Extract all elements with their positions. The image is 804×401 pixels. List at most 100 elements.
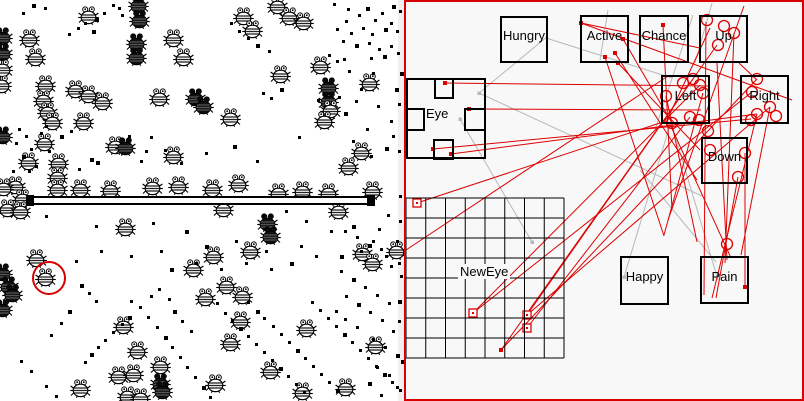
creature-sprite[interactable]: [150, 356, 171, 375]
creature-sprite[interactable]: [193, 96, 214, 115]
creature-sprite[interactable]: [78, 6, 99, 25]
neuron-circle[interactable]: [693, 78, 707, 92]
neuron-circle[interactable]: [727, 26, 741, 40]
node-box-hungry[interactable]: Hungry: [500, 16, 548, 63]
eye-sensor-cell[interactable]: [433, 139, 454, 160]
creature-sprite[interactable]: [152, 381, 173, 400]
neuron-circle[interactable]: [703, 143, 717, 157]
creature-sprite[interactable]: [173, 48, 194, 67]
creature-sprite[interactable]: [115, 137, 136, 156]
creature-sprite[interactable]: [126, 47, 147, 66]
neuron-circle[interactable]: [659, 89, 673, 103]
creature-sprite[interactable]: [310, 56, 331, 75]
node-box-chance[interactable]: Chance: [639, 15, 689, 63]
creature-sprite[interactable]: [42, 112, 63, 131]
creature-sprite[interactable]: [359, 73, 380, 92]
neuron-circle[interactable]: [717, 19, 731, 33]
creature-sprite[interactable]: [73, 112, 94, 131]
creature-sprite[interactable]: [123, 364, 144, 383]
node-box-happy[interactable]: Happy: [620, 256, 669, 305]
creature-sprite[interactable]: [0, 299, 13, 318]
creature-sprite[interactable]: [70, 379, 91, 398]
creature-sprite[interactable]: [220, 108, 241, 127]
creature-sprite[interactable]: [100, 180, 121, 199]
creature-sprite[interactable]: [47, 179, 68, 198]
neuron-circle[interactable]: [686, 72, 700, 86]
creature-sprite[interactable]: [220, 333, 241, 352]
creature-sprite[interactable]: [183, 259, 204, 278]
creature-sprite[interactable]: [365, 336, 386, 355]
creature-sprite[interactable]: [279, 7, 300, 26]
node-box-right[interactable]: Right: [740, 75, 789, 124]
creature-sprite[interactable]: [19, 29, 40, 48]
creature-sprite[interactable]: [267, 0, 288, 15]
creature-sprite[interactable]: [92, 92, 113, 111]
creature-sprite[interactable]: [163, 29, 184, 48]
creature-sprite[interactable]: [129, 10, 150, 29]
neuron-circle[interactable]: [700, 13, 714, 27]
creature-sprite[interactable]: [205, 374, 226, 393]
node-box-down[interactable]: Down: [701, 137, 748, 184]
neuron-circle[interactable]: [701, 124, 715, 138]
creature-sprite[interactable]: [338, 157, 359, 176]
node-box-up[interactable]: Up: [699, 15, 748, 63]
creature-sprite[interactable]: [47, 167, 68, 186]
creature-sprite[interactable]: [149, 88, 170, 107]
creature-sprite[interactable]: [33, 90, 54, 109]
creature-sprite[interactable]: [127, 341, 148, 360]
creature-sprite[interactable]: [216, 276, 237, 295]
creature-sprite[interactable]: [78, 85, 99, 104]
creature-sprite[interactable]: [335, 378, 356, 397]
creature-sprite[interactable]: [0, 126, 13, 145]
eye-sensor-cell[interactable]: [464, 108, 486, 131]
creature-sprite[interactable]: [386, 241, 404, 260]
neuron-circle[interactable]: [744, 113, 758, 127]
neuron-circle[interactable]: [692, 113, 706, 127]
eye-sensor-cell[interactable]: [434, 78, 454, 99]
creature-sprite[interactable]: [260, 226, 281, 245]
creature-sprite[interactable]: [0, 27, 13, 46]
creature-sprite[interactable]: [142, 177, 163, 196]
creature-sprite[interactable]: [168, 176, 189, 195]
neuron-circle[interactable]: [720, 237, 734, 251]
creature-sprite[interactable]: [293, 12, 314, 31]
neuron-circle[interactable]: [769, 109, 783, 123]
creature-sprite[interactable]: [10, 201, 31, 220]
creature-sprite[interactable]: [270, 65, 291, 84]
selection-ring: [32, 261, 66, 295]
neuron-circle[interactable]: [745, 85, 759, 99]
creature-sprite[interactable]: [115, 218, 136, 237]
neuron-circle[interactable]: [763, 100, 777, 114]
creature-sprite[interactable]: [362, 253, 383, 272]
node-box-pain[interactable]: Pain: [700, 256, 749, 304]
creature-sprite[interactable]: [128, 0, 149, 14]
creature-sprite[interactable]: [0, 178, 14, 197]
neuron-circle[interactable]: [711, 38, 725, 52]
node-box-active[interactable]: Active: [580, 15, 629, 63]
creature-sprite[interactable]: [0, 75, 12, 94]
creature-sprite[interactable]: [232, 286, 253, 305]
creature-sprite[interactable]: [351, 142, 372, 161]
creature-sprite[interactable]: [25, 48, 46, 67]
creature-sprite[interactable]: [195, 288, 216, 307]
creature-sprite[interactable]: [130, 388, 151, 401]
creature-sprite[interactable]: [242, 20, 263, 39]
creature-sprite[interactable]: [48, 153, 69, 172]
creature-sprite[interactable]: [228, 174, 249, 193]
node-box-left[interactable]: Left: [661, 75, 710, 124]
creature-sprite[interactable]: [2, 284, 23, 303]
eye-sensor-cell[interactable]: [404, 108, 425, 131]
creature-sprite[interactable]: [34, 133, 55, 152]
creature-sprite[interactable]: [202, 179, 223, 198]
creature-sprite[interactable]: [296, 319, 317, 338]
creature-sprite[interactable]: [260, 361, 281, 380]
creature-sprite[interactable]: [0, 43, 13, 62]
creature-sprite[interactable]: [240, 241, 261, 260]
creature-sprite[interactable]: [163, 146, 184, 165]
creature-sprite[interactable]: [203, 246, 224, 265]
creature-sprite[interactable]: [320, 100, 341, 119]
creature-sprite[interactable]: [314, 111, 335, 130]
neuron-circle[interactable]: [750, 72, 764, 86]
creature-sprite[interactable]: [108, 366, 129, 385]
neuron-circle[interactable]: [738, 146, 752, 160]
